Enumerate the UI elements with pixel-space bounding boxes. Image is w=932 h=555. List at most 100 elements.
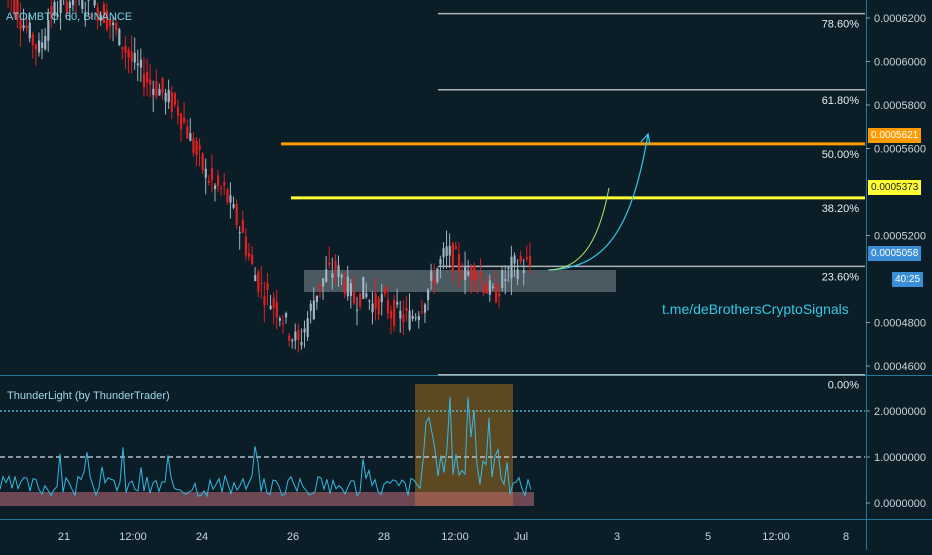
- price-tick-label: 0.0005600: [874, 144, 926, 156]
- price-candle: [220, 187, 223, 189]
- price-candle: [149, 79, 152, 85]
- price-candle: [50, 6, 53, 19]
- price-candle: [315, 295, 319, 302]
- price-candle: [93, 0, 96, 6]
- price-candle: [155, 81, 158, 97]
- time-axis-label: 26: [287, 531, 299, 543]
- fib-level-label: 61.80%: [822, 95, 860, 107]
- price-candle: [383, 288, 386, 295]
- price-candle: [238, 232, 241, 234]
- price-candle: [294, 331, 297, 341]
- price-candle: [204, 168, 207, 178]
- price-candle: [84, 13, 87, 15]
- price-candle: [105, 10, 109, 30]
- price-candle: [133, 52, 136, 63]
- price-candle: [346, 276, 349, 297]
- price-candle: [513, 255, 516, 264]
- price-candle: [433, 279, 436, 285]
- price-tick-label: 0.0006000: [874, 57, 926, 69]
- indicator-baseline-band: [0, 492, 534, 506]
- price-candle: [467, 271, 470, 276]
- price-tick-label: 0.0005200: [874, 231, 926, 243]
- price-candle: [405, 307, 408, 311]
- price-candle: [139, 59, 143, 68]
- price-candle: [136, 63, 139, 66]
- price-tick-label: 0.0004800: [874, 318, 926, 330]
- price-candle: [263, 296, 266, 306]
- price-candle: [325, 269, 328, 282]
- price-candle: [399, 310, 402, 319]
- price-candle: [300, 342, 303, 346]
- price-candle: [71, 0, 75, 6]
- price-candle: [516, 269, 519, 280]
- indicator-tick-label: 2.0000000: [874, 406, 926, 418]
- price-candle: [254, 274, 257, 282]
- price-candle: [124, 45, 127, 54]
- price-candle: [473, 265, 476, 282]
- telegram-url-annotation: t.me/deBrothersCryptoSignals: [662, 301, 849, 317]
- time-axis-label: 12:00: [762, 531, 790, 543]
- price-candle: [374, 293, 377, 309]
- indicator-line: [0, 397, 532, 498]
- price-tick-label: 0.0004600: [874, 361, 926, 373]
- price-candle: [352, 291, 356, 304]
- price-candle: [519, 255, 522, 262]
- time-axis-label: 8: [843, 531, 849, 543]
- projection-arrow-upper: [547, 133, 649, 271]
- price-candle: [291, 340, 294, 342]
- price-candle: [41, 42, 44, 48]
- price-candle: [37, 40, 41, 53]
- price-candle: [284, 313, 288, 318]
- price-candle: [318, 284, 322, 290]
- price-candle: [183, 117, 186, 123]
- price-candle: [501, 270, 504, 289]
- price-candle: [356, 309, 359, 311]
- price-candle: [470, 266, 473, 280]
- price-candle: [479, 271, 482, 278]
- price-candle: [377, 298, 380, 315]
- price-candle: [90, 14, 93, 19]
- price-candle: [423, 304, 427, 313]
- price-candle: [448, 246, 451, 256]
- price-candle: [173, 93, 177, 105]
- price-candle: [334, 260, 337, 271]
- price-candle: [13, 0, 16, 15]
- price-candle: [167, 90, 170, 103]
- price-candle: [210, 167, 214, 181]
- time-axis-label: 3: [614, 531, 620, 543]
- price-candle: [186, 126, 189, 139]
- price-candle: [365, 293, 368, 298]
- price-candle: [44, 36, 47, 50]
- indicator-highlight-zone: [415, 384, 513, 506]
- price-candle: [522, 269, 525, 274]
- price-candle: [427, 289, 430, 301]
- price-candle: [22, 25, 25, 28]
- price-candle: [457, 254, 461, 272]
- price-candle: [201, 153, 204, 171]
- price-candle: [115, 23, 118, 31]
- price-candle: [235, 203, 238, 226]
- price-candle: [454, 246, 458, 249]
- price-candle: [488, 280, 491, 295]
- fib-level-label: 0.00%: [828, 380, 859, 392]
- price-candle: [127, 49, 130, 58]
- price-candle: [337, 265, 340, 277]
- price-candle: [130, 51, 133, 62]
- orange-level-tag: 0.0005621: [868, 128, 922, 143]
- price-candle: [96, 7, 99, 21]
- price-candle: [482, 283, 485, 294]
- price-candle: [207, 180, 210, 183]
- price-candle: [244, 236, 248, 256]
- price-candle: [31, 34, 34, 45]
- price-candle: [306, 318, 309, 338]
- price-candle: [312, 300, 315, 320]
- price-candle: [28, 22, 31, 39]
- time-axis-label: 12:00: [119, 531, 147, 543]
- price-candle: [460, 276, 464, 278]
- price-candle: [297, 329, 300, 340]
- price-candle: [504, 279, 507, 281]
- price-candle: [278, 318, 282, 321]
- fib-level-label: 78.60%: [822, 19, 860, 31]
